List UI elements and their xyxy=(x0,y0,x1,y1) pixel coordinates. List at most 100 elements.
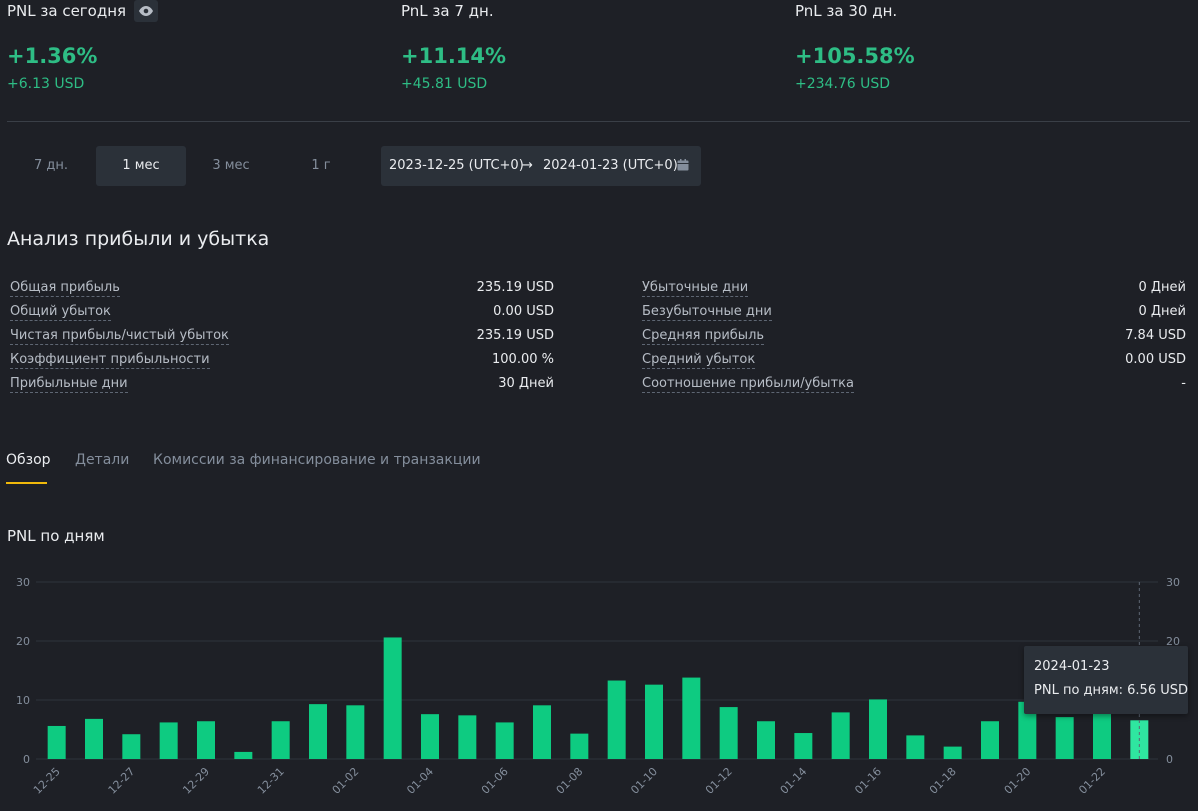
metric-label[interactable]: Средний убыток xyxy=(642,352,756,369)
period-3m-button[interactable]: 3 мес xyxy=(212,158,250,173)
bar[interactable] xyxy=(458,715,477,759)
metric-row: Коэффициент прибыльности 100.00 % Средни… xyxy=(0,348,1198,372)
stat-today-usd: +6.13 USD xyxy=(7,76,85,92)
y-tick-label-left: 10 xyxy=(16,694,30,707)
bar[interactable] xyxy=(719,707,738,759)
tab-details[interactable]: Детали xyxy=(75,452,130,468)
toggle-visibility-button[interactable] xyxy=(134,0,159,22)
metric-label[interactable]: Чистая прибыль/чистый убыток xyxy=(10,328,229,345)
metric-row: Чистая прибыль/чистый убыток 235.19 USD … xyxy=(0,324,1198,348)
chart-title: PNL по дням xyxy=(7,527,105,545)
stat-30d-title: PnL за 30 дн. xyxy=(795,2,898,20)
date-range-arrow: → xyxy=(522,158,533,173)
bar[interactable] xyxy=(1093,713,1111,759)
period-1m-button[interactable]: 1 мес xyxy=(96,146,186,186)
metric-value: 0 Дней xyxy=(1138,280,1186,295)
bar[interactable] xyxy=(421,714,439,759)
analysis-title: Анализ прибыли и убытка xyxy=(7,228,270,250)
active-tab-indicator xyxy=(6,482,47,484)
metric-value: 0 Дней xyxy=(1138,304,1186,319)
bar[interactable] xyxy=(1018,701,1037,759)
bar[interactable] xyxy=(794,733,813,759)
metric-row: Общий убыток 0.00 USD Безубыточные дни 0… xyxy=(0,300,1198,324)
bar[interactable] xyxy=(159,722,178,759)
metric-label[interactable]: Коэффициент прибыльности xyxy=(10,352,210,369)
period-7d-button[interactable]: 7 дн. xyxy=(33,158,69,173)
bar[interactable] xyxy=(981,721,999,759)
bar[interactable] xyxy=(271,721,290,759)
bar[interactable] xyxy=(906,735,925,759)
y-tick-label-left: 20 xyxy=(16,635,30,648)
metric-row: Прибыльные дни 30 Дней Соотношение прибы… xyxy=(0,372,1198,396)
bar[interactable] xyxy=(197,721,215,759)
bar[interactable] xyxy=(346,705,365,759)
y-tick-label-right: 30 xyxy=(1166,576,1180,589)
metric-value: 7.84 USD xyxy=(1125,328,1186,343)
stat-7d-title: PnL за 7 дн. xyxy=(401,2,494,20)
period-1y-button[interactable]: 1 г xyxy=(311,158,331,173)
stat-today-percent: +1.36% xyxy=(7,44,98,68)
stat-7d-percent: +11.14% xyxy=(401,44,507,68)
bar[interactable] xyxy=(495,722,514,759)
metric-label[interactable]: Общая прибыль xyxy=(10,280,120,297)
chart-tooltip: 2024-01-23 PNL по дням: 6.56 USD xyxy=(1024,646,1188,714)
x-tick-label: 01-04 xyxy=(404,765,436,797)
metric-value: 235.19 USD xyxy=(476,328,554,343)
stat-30d-percent: +105.58% xyxy=(795,44,915,68)
bar[interactable] xyxy=(869,699,887,759)
bar[interactable] xyxy=(234,751,253,759)
stat-30d-usd: +234.76 USD xyxy=(795,76,891,92)
x-tick-label: 01-06 xyxy=(479,765,511,797)
daily-pnl-chart[interactable]: 0010102020303012-2512-2712-2912-3101-020… xyxy=(0,565,1198,811)
x-tick-label: 12-31 xyxy=(255,765,287,797)
metric-value: 0.00 USD xyxy=(493,304,554,319)
x-tick-label: 12-29 xyxy=(180,765,212,797)
bar[interactable] xyxy=(645,684,663,759)
bar[interactable] xyxy=(122,734,141,759)
y-tick-label-right: 20 xyxy=(1166,635,1180,648)
bar[interactable] xyxy=(383,637,402,759)
tab-overview[interactable]: Обзор xyxy=(6,452,51,468)
stat-today: PNL за сегодня +1.36% +6.13 USD xyxy=(7,0,159,92)
date-range-picker[interactable]: 2023-12-25 (UTC+0) → 2024-01-23 (UTC+0) xyxy=(381,146,701,186)
date-range-end[interactable]: 2024-01-23 (UTC+0) xyxy=(543,158,678,173)
bar[interactable] xyxy=(570,733,589,759)
metric-value: 100.00 % xyxy=(492,352,554,367)
metric-label[interactable]: Безубыточные дни xyxy=(642,304,772,321)
stat-30d: PnL за 30 дн. +105.58% +234.76 USD xyxy=(795,0,915,92)
bar[interactable] xyxy=(757,721,775,759)
bar[interactable] xyxy=(85,718,103,759)
bar[interactable] xyxy=(831,712,850,759)
metric-value: 0.00 USD xyxy=(1125,352,1186,367)
x-tick-label: 12-27 xyxy=(106,765,138,797)
stat-7d: PnL за 7 дн. +11.14% +45.81 USD xyxy=(401,0,506,92)
bar[interactable] xyxy=(309,704,327,759)
bar[interactable] xyxy=(47,725,66,759)
stat-today-title: PNL за сегодня xyxy=(7,2,127,20)
tab-fees[interactable]: Комиссии за финансирование и транзакции xyxy=(153,452,481,468)
metric-label[interactable]: Прибыльные дни xyxy=(10,376,128,393)
bar[interactable] xyxy=(1055,717,1074,759)
metric-label[interactable]: Общий убыток xyxy=(10,304,111,321)
bar[interactable] xyxy=(607,680,626,759)
metric-value: - xyxy=(1181,376,1186,391)
x-tick-label: 01-18 xyxy=(927,765,959,797)
date-range-start[interactable]: 2023-12-25 (UTC+0) xyxy=(389,158,524,173)
bar[interactable] xyxy=(682,677,701,759)
metric-label[interactable]: Убыточные дни xyxy=(642,280,749,297)
calendar-icon[interactable] xyxy=(677,159,689,171)
metric-label[interactable]: Средняя прибыль xyxy=(642,328,765,345)
eye-icon xyxy=(139,6,154,16)
y-tick-label-left: 30 xyxy=(16,576,30,589)
metric-value: 235.19 USD xyxy=(476,280,554,295)
bar[interactable] xyxy=(943,746,962,759)
x-tick-label: 01-14 xyxy=(778,765,810,797)
bar[interactable] xyxy=(533,705,551,759)
metric-label[interactable]: Соотношение прибыли/убытка xyxy=(642,376,854,393)
y-tick-label-left: 0 xyxy=(23,753,30,766)
x-tick-label: 01-12 xyxy=(703,765,735,797)
metric-row: Общая прибыль 235.19 USD Убыточные дни 0… xyxy=(0,276,1198,300)
x-tick-label: 01-10 xyxy=(628,765,660,797)
tooltip-value: PNL по дням: 6.56 USD xyxy=(1034,683,1189,698)
y-tick-label-right: 0 xyxy=(1166,753,1173,766)
